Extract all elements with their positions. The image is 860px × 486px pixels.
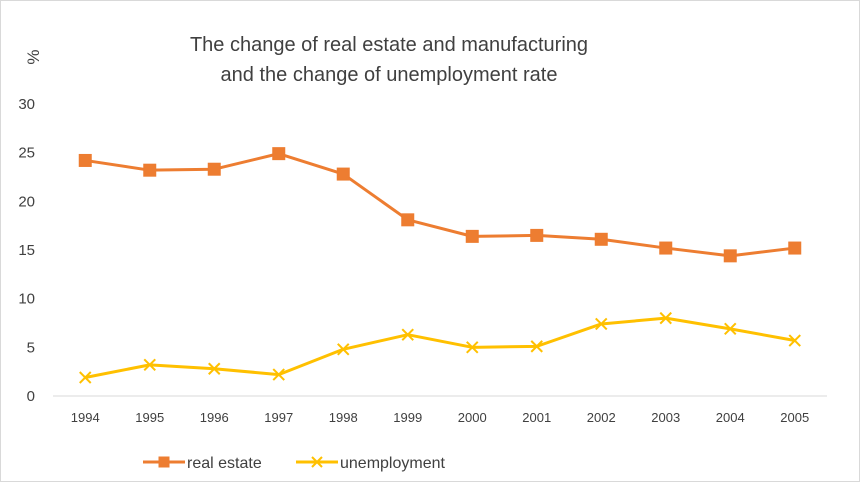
x-tick-label: 2003	[651, 410, 680, 425]
data-point-unemployment	[272, 368, 285, 381]
marker-stroke	[208, 362, 221, 375]
x-tick-label: 2004	[716, 410, 745, 425]
marker-stroke	[272, 368, 285, 381]
x-tick-label: 2002	[587, 410, 616, 425]
y-tick-label: 15	[18, 242, 35, 259]
chart-title: The change of real estate and manufactur…	[190, 34, 588, 86]
x-tick-label: 1997	[264, 410, 293, 425]
chart-title-line-1: The change of real estate and manufactur…	[190, 34, 588, 56]
legend: real estate unemployment	[143, 455, 446, 472]
x-tick-label: 1996	[200, 410, 229, 425]
data-point-unemployment	[530, 340, 543, 353]
axes-group: 0 5 10 15 20 25 30 1994 1995 1996 1997 1998 1999 2000…	[18, 96, 827, 425]
marker-stroke	[337, 343, 350, 356]
legend-label: real estate	[187, 455, 262, 472]
data-point-unemployment	[466, 341, 479, 354]
data-point-unemployment	[659, 311, 672, 325]
chart-title-line-2: and the change of unemployment rate	[221, 64, 558, 86]
data-point-real-estate	[143, 163, 157, 177]
data-point-real-estate	[401, 213, 415, 227]
data-point-unemployment	[401, 328, 414, 341]
legend-item-unemployment: unemployment	[296, 455, 446, 472]
series-line-real-estate	[83, 152, 797, 258]
y-tick-label: 0	[27, 388, 35, 405]
marker-stroke	[401, 328, 414, 341]
data-point-unemployment	[724, 322, 737, 336]
data-point-real-estate	[207, 162, 221, 176]
y-tick-label: 10	[18, 291, 35, 308]
data-point-unemployment	[595, 317, 608, 331]
y-axis-label: %	[24, 49, 43, 64]
marker-stroke	[143, 358, 156, 372]
data-point-unemployment	[208, 362, 221, 375]
y-tick-label: 5	[27, 339, 35, 356]
x-tick-label: 1995	[135, 410, 164, 425]
legend-marker	[158, 456, 170, 468]
legend-item-real-estate: real estate	[143, 455, 262, 472]
data-point-unemployment	[788, 334, 801, 347]
y-tick-label: 30	[18, 96, 35, 113]
series-line-unemployment	[83, 316, 797, 380]
data-point-unemployment	[143, 358, 156, 372]
data-point-real-estate	[78, 153, 92, 167]
x-tick-label: 1998	[329, 410, 358, 425]
data-point-real-estate	[530, 228, 544, 242]
marker-stroke	[659, 311, 672, 325]
y-tick-label: 20	[18, 193, 35, 210]
series-layer	[78, 147, 802, 384]
x-tick-label: 2000	[458, 410, 487, 425]
x-tick-label: 2001	[522, 410, 551, 425]
legend-label: unemployment	[340, 455, 446, 472]
x-tick-label: 1999	[393, 410, 422, 425]
marker-stroke	[79, 371, 92, 384]
x-tick-label: 2005	[780, 410, 809, 425]
marker-stroke	[466, 341, 479, 354]
data-point-real-estate	[723, 249, 737, 263]
data-point-real-estate	[272, 147, 286, 161]
marker-stroke	[530, 340, 543, 353]
data-point-unemployment	[79, 371, 92, 384]
y-tick-label: 25	[18, 145, 35, 162]
data-point-unemployment	[337, 343, 350, 356]
marker-stroke	[788, 334, 801, 347]
marker-stroke	[724, 322, 737, 336]
legend-marker	[311, 456, 323, 468]
data-point-real-estate	[659, 241, 673, 255]
data-point-real-estate	[465, 229, 479, 243]
x-tick-label: 1994	[71, 410, 100, 425]
data-point-real-estate	[336, 167, 350, 181]
data-point-real-estate	[594, 232, 608, 246]
data-point-real-estate	[788, 241, 802, 255]
marker-stroke	[595, 317, 608, 331]
